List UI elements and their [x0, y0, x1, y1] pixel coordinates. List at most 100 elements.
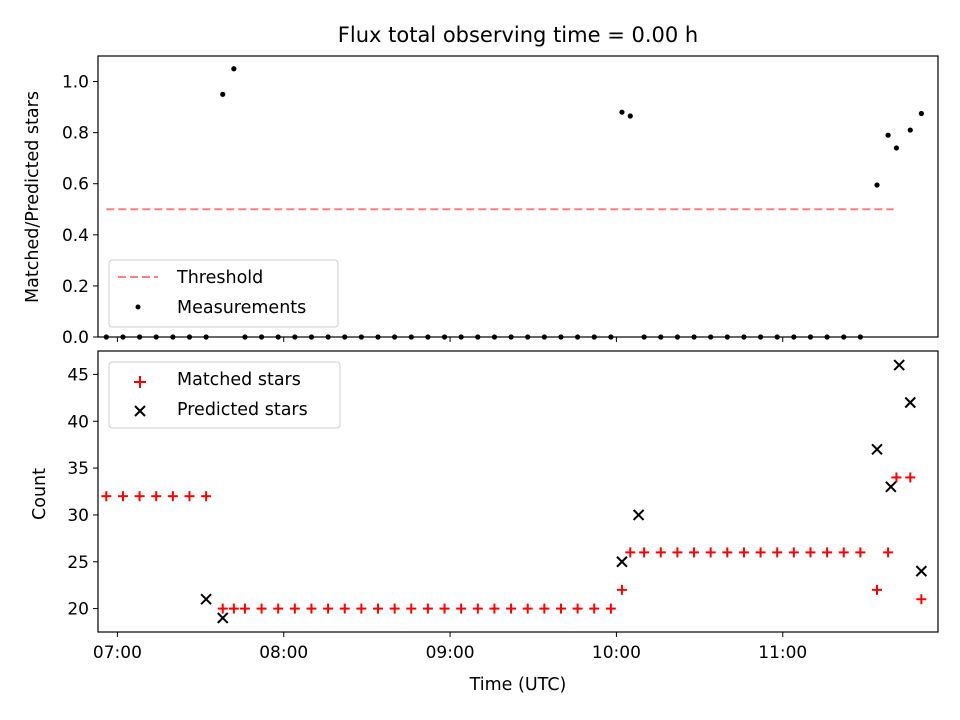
matched-star-point: [555, 603, 566, 614]
bottom-plot-marks: [101, 359, 928, 624]
predicted-star-point: [885, 481, 897, 493]
top-y-tick-label: 0.4: [62, 226, 89, 246]
top-y-tick-label: 0.2: [62, 277, 89, 297]
top-legend: Threshold Measurements: [108, 259, 339, 328]
legend-matched-swatch: [134, 376, 146, 388]
matched-star-point: [625, 547, 636, 558]
bottom-y-tick-label: 40: [67, 412, 89, 432]
matched-star-point: [439, 603, 450, 614]
matched-star-point: [639, 547, 650, 558]
bottom-legend: Matched stars Predicted stars: [108, 361, 341, 429]
predicted-star-point: [915, 565, 928, 577]
matched-star-point: [422, 603, 433, 614]
matched-star-point: [256, 603, 267, 614]
matched-star-point: [356, 603, 367, 614]
measurement-point: [885, 132, 891, 138]
matched-star-point: [289, 603, 300, 614]
matched-star-point: [456, 603, 467, 614]
matched-star-point: [239, 603, 250, 614]
measurement-point: [220, 91, 226, 97]
bottom-y-tick-label: 25: [67, 553, 89, 573]
matched-star-point: [217, 603, 228, 614]
top-y-tick-label: 0.8: [62, 124, 89, 144]
legend-measurements-swatch: [135, 304, 141, 310]
legend-matched-label: Matched stars: [177, 370, 301, 390]
bottom-y-tick-label: 30: [67, 506, 89, 526]
top-y-tick-label: 1.0: [62, 73, 89, 93]
top-y-tick-label: 0.6: [62, 175, 89, 195]
measurement-point: [907, 127, 913, 133]
predicted-star-point: [217, 612, 229, 624]
matched-star-point: [406, 603, 417, 614]
matched-star-point: [589, 603, 600, 614]
measurement-point: [918, 110, 924, 117]
matched-star-point: [273, 603, 284, 614]
legend-predicted-swatch: [134, 405, 146, 417]
matched-star-point: [755, 547, 766, 558]
measurement-point: [874, 182, 880, 188]
predicted-star-point: [871, 443, 883, 456]
matched-star-point: [822, 547, 833, 558]
legend-measurements-label: Measurements: [177, 298, 306, 318]
legend-threshold-label: Threshold: [176, 268, 263, 288]
predicted-star-point: [200, 593, 212, 605]
measurement-point: [893, 145, 900, 151]
matched-star-point: [689, 547, 700, 558]
matched-star-point: [472, 603, 483, 614]
predicted-star-point: [904, 396, 916, 409]
bottom-y-tick-label: 45: [67, 365, 89, 385]
matched-star-point: [323, 603, 334, 614]
matched-star-point: [722, 547, 733, 558]
measurement-point: [619, 109, 625, 115]
bottom-x-tick-label: 10:00: [592, 643, 641, 663]
top-plot-panel: 0.0 0.2 0.4 0.6 0.8 1.0 Matched/Predicted sta…: [23, 55, 939, 348]
bottom-plot-panel: 20 25 30 35 40 45 07:00 08:00 09:00 10:00 11:00 Co…: [30, 350, 939, 695]
bottom-x-tick-label: 08:00: [259, 643, 308, 663]
top-y-axis-label: Matched/Predicted stars: [23, 91, 43, 303]
matched-star-point: [872, 584, 883, 595]
matched-star-point: [883, 547, 894, 558]
measurement-point: [627, 113, 633, 119]
matched-star-point: [339, 603, 350, 614]
matched-star-point: [788, 547, 799, 558]
matched-star-point: [117, 491, 128, 502]
bottom-y-axis-label: Count: [30, 468, 50, 520]
predicted-star-point: [893, 359, 905, 371]
bottom-y-tick-label: 35: [67, 459, 89, 479]
matched-star-point: [522, 603, 533, 614]
predicted-star-point: [616, 556, 628, 568]
matched-star-point: [655, 547, 666, 558]
matched-star-point: [184, 491, 195, 502]
matched-star-point: [228, 603, 239, 614]
matched-star-point: [389, 603, 400, 614]
matched-star-point: [506, 603, 517, 614]
predicted-star-point: [632, 509, 645, 521]
matched-star-point: [306, 603, 317, 614]
matched-star-point: [772, 547, 783, 558]
matched-star-point: [134, 491, 145, 502]
top-legend-box: [108, 259, 339, 328]
matched-star-point: [616, 584, 627, 595]
matched-star-point: [539, 603, 550, 614]
matched-star-point: [151, 491, 162, 502]
matched-star-point: [101, 491, 112, 502]
matched-star-point: [738, 547, 749, 558]
x-axis-label: Time (UTC): [469, 675, 567, 695]
chart-title: Flux total observing time = 0.00 h: [338, 23, 698, 47]
top-plot-frame: [97, 55, 939, 338]
matched-star-point: [572, 603, 583, 614]
matched-star-point: [891, 472, 902, 483]
measurement-point: [231, 66, 237, 72]
matched-star-point: [605, 603, 616, 614]
bottom-axis-ticks: 20 25 30 35 40 45 07:00 08:00 09:00 10:00 11:00: [67, 365, 807, 663]
matched-star-point: [838, 547, 849, 558]
bottom-x-tick-label: 11:00: [758, 643, 807, 663]
bottom-legend-box: [108, 361, 341, 429]
matched-star-point: [489, 603, 500, 614]
matched-star-point: [855, 547, 866, 558]
matched-star-point: [705, 547, 716, 558]
bottom-x-tick-label: 07:00: [93, 643, 142, 663]
legend-predicted-label: Predicted stars: [177, 400, 308, 420]
